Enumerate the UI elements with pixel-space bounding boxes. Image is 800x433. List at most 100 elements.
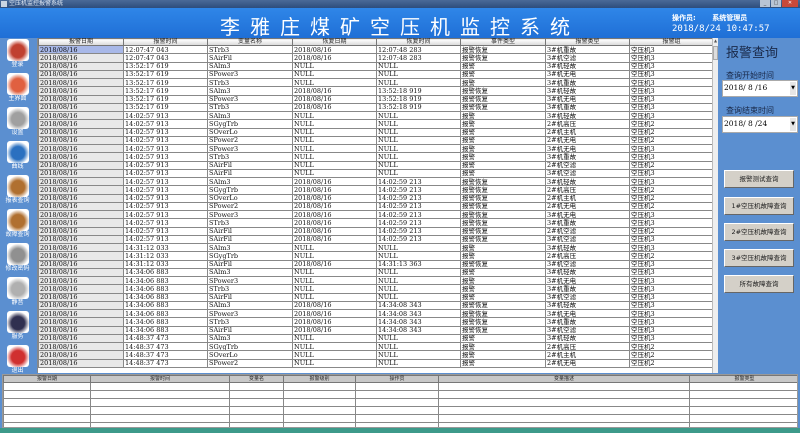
table-row[interactable]: 2018/08/16 14:02:57 913 SAlm3 2018/08/16 14:…	[38, 176, 712, 187]
table-row[interactable]: 2018/08/16 12:07:47 043 STrb3 2018/08/16 12:…	[38, 44, 712, 55]
query-button-0[interactable]: 报警测试查询	[724, 170, 794, 188]
table-cell: SOverLo	[207, 127, 293, 137]
table-row[interactable]: 2018/08/16 14:34:06 883 SAirFil 2018/08/16 1…	[38, 325, 712, 335]
chevron-down-icon[interactable]: ▼	[790, 82, 796, 95]
sidebar-item-5[interactable]: 故障查询	[0, 209, 35, 242]
sidebar-item-3[interactable]: 曲线	[0, 141, 35, 174]
query-button-2[interactable]: 2#空压机故障查询	[724, 223, 794, 241]
table-row[interactable]: 2018/08/16 14:02:57 913 SGygTrb 2018/08/16 1…	[38, 185, 712, 195]
chevron-down-icon[interactable]: ▼	[790, 118, 796, 131]
table-row[interactable]: 2018/08/16 14:02:57 913 SPower3 2018/08/16 1…	[38, 209, 712, 220]
column-header[interactable]: 报警组	[629, 38, 712, 46]
table-row[interactable]: 2018/08/16 14:34:06 883 SPower3 2018/08/16 1…	[38, 308, 712, 319]
table-row[interactable]: 2018/08/16 14:02:57 913 SOverLo 2018/08/16 1…	[38, 193, 712, 203]
log-column-header[interactable]: 报警日期	[3, 375, 91, 383]
log-row[interactable]	[3, 414, 797, 423]
table-row[interactable]: 2018/08/16 14:02:57 913 SGygTrb NULL NULL 报警 2…	[38, 119, 712, 129]
minimize-button[interactable]: _	[760, 0, 770, 7]
table-cell: NULL	[292, 275, 377, 286]
maximize-button[interactable]: □	[771, 0, 781, 7]
start-date-picker[interactable]: 2018/ 8 /16 ▼	[722, 80, 798, 97]
table-row[interactable]: 2018/08/16 14:02:57 913 SAlm3 NULL NULL 报警 3#机…	[38, 110, 712, 121]
table-row[interactable]: 2018/08/16 14:02:57 913 STrb3 NULL NULL 报警 3#机…	[38, 152, 712, 162]
column-header[interactable]: 报警日期	[38, 38, 124, 46]
table-cell: 14:34:08 343	[376, 317, 461, 327]
table-cell: 2018/08/16	[292, 201, 377, 212]
table-cell: 2#机高压	[545, 251, 630, 261]
table-row[interactable]: 2018/08/16 14:34:06 883 SAirFil NULL NULL 报警 3…	[38, 292, 712, 302]
sidebar-item-2[interactable]: 设置	[0, 107, 35, 140]
scroll-up-icon[interactable]: ▲	[713, 38, 718, 43]
table-row[interactable]: 2018/08/16 14:34:06 883 SPower3 NULL NULL 报警 3…	[38, 275, 712, 286]
log-row[interactable]	[3, 390, 797, 399]
table-cell: 2018/08/16	[292, 94, 377, 104]
table-row[interactable]: 2018/08/16 14:34:06 883 STrb3 NULL NULL 报警 3#机…	[38, 284, 712, 294]
table-row[interactable]: 2018/08/16 13:52:17 619 SAlm3 2018/08/16 13:…	[38, 86, 712, 96]
sidebar-item-4[interactable]: 报表查询	[0, 175, 35, 208]
sidebar-item-7[interactable]: 静音	[0, 277, 35, 310]
sidebar-item-1[interactable]: 主界面	[0, 73, 35, 106]
log-row[interactable]	[3, 422, 797, 427]
log-column-header[interactable]: 报警类型	[689, 375, 797, 383]
log-row[interactable]	[3, 406, 797, 415]
query-button-3[interactable]: 3#空压机故障查询	[724, 249, 794, 267]
sidebar-item-8[interactable]: 服务	[0, 311, 35, 344]
table-row[interactable]: 2018/08/16 14:02:57 913 SAirFil NULL NULL 报警 3…	[38, 168, 712, 179]
table-cell: 14:02:59 213	[376, 185, 461, 195]
table-row[interactable]: 2018/08/16 14:48:37 473 SPower2 NULL NULL 报警 2…	[38, 358, 712, 368]
table-row[interactable]: 2018/08/16 13:52:17 619 STrb3 NULL NULL 报警 3#机…	[38, 77, 712, 88]
table-row[interactable]: 2018/08/16 14:31:12 033 SAirFil 2018/08/16 1…	[38, 259, 712, 269]
table-row[interactable]: 2018/08/16 13:52:17 619 STrb3 2018/08/16 13:…	[38, 102, 712, 113]
table-row[interactable]: 2018/08/16 13:52:17 619 SPower3 NULL NULL 报警 3…	[38, 69, 712, 80]
table-row[interactable]: 2018/08/16 14:34:06 883 STrb3 2018/08/16 14:…	[38, 317, 712, 327]
table-row[interactable]: 2018/08/16 14:02:57 913 SOverLo NULL NULL 报警 2…	[38, 127, 712, 137]
table-row[interactable]: 2018/08/16 14:02:57 913 SAirFil 2018/08/16 1…	[38, 226, 712, 236]
table-row[interactable]: 2018/08/16 14:48:37 473 SGygTrb NULL NULL 报警 2…	[38, 341, 712, 352]
table-cell: 2018/08/16	[38, 341, 124, 352]
table-row[interactable]: 2018/08/16 14:02:57 913 SPower2 2018/08/16 1…	[38, 201, 712, 212]
column-header[interactable]: 报警时间	[123, 38, 208, 46]
table-row[interactable]: 2018/08/16 14:02:57 913 STrb3 2018/08/16 14:…	[38, 218, 712, 228]
table-row[interactable]: 2018/08/16 13:52:17 619 SAlm3 NULL NULL 报警 3#机…	[38, 61, 712, 71]
table-row[interactable]: 2018/08/16 14:02:57 913 SAirFil NULL NULL 报警 2…	[38, 160, 712, 170]
table-scrollbar[interactable]: ▲	[712, 38, 718, 373]
table-row[interactable]: 2018/08/16 13:52:17 619 SPower3 2018/08/16 1…	[38, 94, 712, 104]
log-row[interactable]	[3, 382, 797, 391]
log-column-header[interactable]: 操作员	[355, 375, 439, 383]
table-cell: 空压机3	[629, 267, 712, 278]
query-button-4[interactable]: 所有故障查询	[724, 275, 794, 293]
scroll-thumb[interactable]	[713, 46, 718, 60]
table-row[interactable]: 2018/08/16 14:48:37 473 SAlm3 NULL NULL 报警 3#机…	[38, 333, 712, 344]
table-cell: SPower3	[207, 143, 293, 154]
log-row[interactable]	[3, 398, 797, 407]
table-cell: SPower3	[207, 308, 293, 319]
close-button[interactable]: ✕	[782, 0, 798, 7]
table-cell: 2018/08/16	[38, 193, 124, 203]
log-column-header[interactable]: 变量名	[229, 375, 284, 383]
table-row[interactable]: 2018/08/16 14:31:12 033 SGygTrb NULL NULL 报警 2…	[38, 251, 712, 261]
column-header[interactable]: 报警类型	[545, 38, 630, 46]
sidebar-item-0[interactable]: 登录	[0, 39, 35, 72]
table-row[interactable]: 2018/08/16 14:02:57 913 SPower2 NULL NULL 报警 2…	[38, 135, 712, 146]
table-cell: NULL	[376, 119, 461, 129]
query-button-1[interactable]: 1#空压机故障查询	[724, 197, 794, 215]
end-date-picker[interactable]: 2018/ 8 /24 ▼	[722, 116, 798, 133]
table-row[interactable]: 2018/08/16 14:34:06 883 SAlm3 2018/08/16 14:…	[38, 300, 712, 311]
column-header[interactable]: 恢复日期	[292, 38, 377, 46]
sidebar-item-6[interactable]: 修改密码	[0, 243, 35, 276]
log-column-header[interactable]: 报警时间	[90, 375, 230, 383]
table-row[interactable]: 2018/08/16 14:48:37 473 SOverLo NULL NULL 报警 2…	[38, 350, 712, 360]
table-row[interactable]: 2018/08/16 14:02:57 913 SAirFil 2018/08/16 1…	[38, 234, 712, 245]
column-header[interactable]: 事件类型	[460, 38, 546, 46]
log-column-header[interactable]: 报警级别	[283, 375, 356, 383]
column-header[interactable]: 变量名称	[207, 38, 293, 46]
sidebar-item-9[interactable]: 退出	[0, 345, 35, 378]
log-column-header[interactable]: 变量描述	[438, 375, 690, 383]
column-header[interactable]: 恢复时间	[376, 38, 461, 46]
table-row[interactable]: 2018/08/16 14:31:12 033 SAlm3 NULL NULL 报警 3#机…	[38, 242, 712, 253]
table-cell: 14:34:08 343	[376, 325, 461, 335]
log-cell	[689, 406, 797, 415]
table-row[interactable]: 2018/08/16 14:34:06 883 SAlm3 NULL NULL 报警 3#机…	[38, 267, 712, 278]
table-row[interactable]: 2018/08/16 14:02:57 913 SPower3 NULL NULL 报警 3…	[38, 143, 712, 154]
table-row[interactable]: 2018/08/16 12:07:47 043 SAirFil 2018/08/16 1…	[38, 53, 712, 63]
